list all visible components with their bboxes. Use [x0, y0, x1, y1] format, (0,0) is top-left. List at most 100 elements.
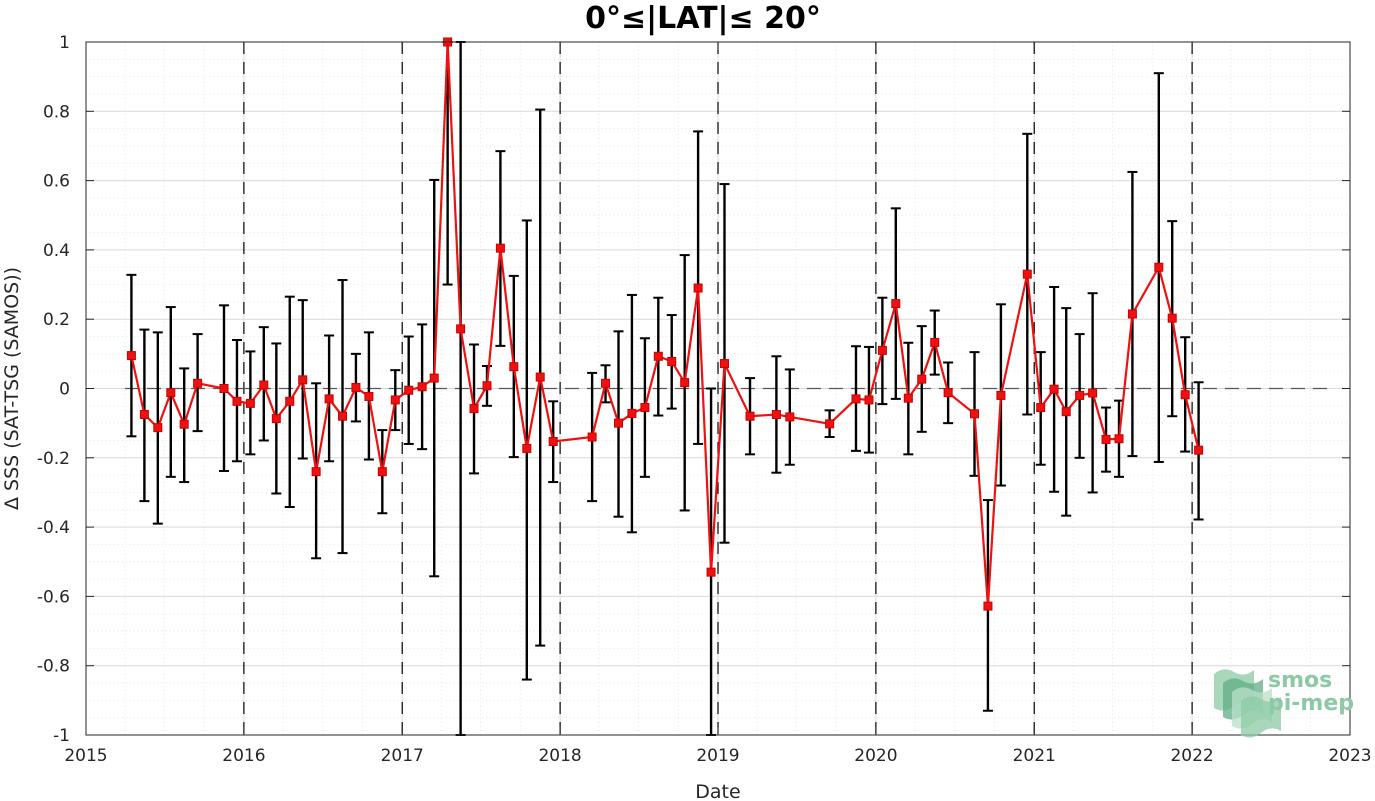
- data-point-marker: [166, 388, 176, 398]
- data-point-marker: [930, 337, 940, 347]
- data-point-marker: [193, 378, 203, 388]
- data-point-marker: [587, 432, 597, 442]
- data-point-marker: [1167, 313, 1177, 323]
- data-point-marker: [640, 403, 650, 413]
- data-point-marker: [338, 411, 348, 421]
- data-point-marker: [891, 299, 901, 309]
- data-point-marker: [1101, 434, 1111, 444]
- data-point-marker: [1075, 390, 1085, 400]
- y-tick-label: 0: [59, 380, 70, 400]
- x-tick-label: 2016: [222, 746, 265, 766]
- y-tick-label: -0.4: [37, 518, 70, 538]
- data-point-marker: [535, 372, 545, 382]
- data-point-marker: [917, 374, 927, 384]
- y-tick-label: 0.6: [43, 172, 70, 192]
- data-point-marker: [126, 351, 136, 361]
- x-tick-label: 2017: [381, 746, 424, 766]
- x-axis-label: Date: [695, 781, 740, 801]
- data-point-marker: [1061, 407, 1071, 417]
- data-point-marker: [482, 381, 492, 391]
- data-point-marker: [495, 243, 505, 253]
- axis-ticks: [85, 41, 1351, 736]
- data-point-marker: [390, 395, 400, 405]
- data-point-marker: [1036, 403, 1046, 413]
- y-tick-label: -0.8: [37, 657, 70, 677]
- logo-wave-shape: [1241, 696, 1281, 738]
- x-tick-label: 2022: [1170, 746, 1213, 766]
- data-point-marker: [429, 373, 439, 383]
- data-point-marker: [1049, 384, 1059, 394]
- data-point-marker: [298, 375, 308, 385]
- data-point-marker: [996, 390, 1006, 400]
- data-point-marker: [983, 601, 993, 611]
- data-point-marker: [377, 467, 387, 477]
- data-point-marker: [351, 382, 361, 392]
- data-point-marker: [153, 423, 163, 433]
- data-point-marker: [404, 385, 414, 395]
- y-tick-label: -0.6: [37, 587, 70, 607]
- series-markers: [126, 37, 1204, 611]
- y-tick-label: -0.2: [37, 449, 70, 469]
- x-tick-label: 2021: [1013, 746, 1056, 766]
- data-point-marker: [864, 395, 874, 405]
- y-tick-label: 1: [59, 33, 70, 53]
- data-point-marker: [943, 388, 953, 398]
- data-point-marker: [785, 412, 795, 422]
- y-axis-label: Δ SSS (SAT-TSG (SAMOS)): [1, 267, 23, 510]
- data-point-marker: [1180, 390, 1190, 400]
- x-tick-label: 2023: [1328, 746, 1371, 766]
- data-point-marker: [1022, 269, 1032, 279]
- y-tick-label: 0.2: [43, 310, 70, 330]
- data-point-marker: [232, 396, 242, 406]
- x-tick-label: 2015: [64, 746, 107, 766]
- data-point-marker: [456, 324, 466, 334]
- data-point-marker: [219, 384, 229, 393]
- data-point-marker: [1194, 445, 1204, 455]
- data-point-marker: [745, 411, 755, 421]
- data-point-marker: [693, 283, 703, 293]
- data-point-marker: [1114, 434, 1124, 444]
- data-point-marker: [903, 393, 913, 403]
- data-point-marker: [627, 408, 637, 418]
- data-point-marker: [139, 409, 149, 419]
- x-tick-labels: 2015 2016 2017 2018 2019 2020 2021 2022 2023: [64, 746, 1371, 766]
- y-tick-labels: 1 0.8 0.6 0.4 0.2 0 -0.2 -0.4 -0.6 -0.8 -1: [37, 33, 70, 746]
- data-point-marker: [364, 391, 374, 401]
- data-point-marker: [771, 409, 781, 419]
- x-tick-label: 2020: [854, 746, 897, 766]
- data-point-marker: [324, 394, 334, 404]
- data-point-marker: [509, 362, 519, 372]
- data-point-marker: [259, 380, 269, 390]
- series-line: [130, 41, 1200, 607]
- data-point-marker: [417, 382, 427, 392]
- data-point-marker: [601, 378, 611, 388]
- data-point-marker: [653, 351, 663, 361]
- data-point-marker: [548, 437, 558, 447]
- y-tick-label: 0.8: [43, 102, 70, 122]
- data-point-marker: [614, 418, 624, 428]
- chart-title: 0°≤|LAT|≤ 20°: [585, 1, 821, 36]
- wave-logo-icon: [1214, 669, 1281, 738]
- data-point-marker: [469, 404, 479, 414]
- data-point-marker: [1127, 309, 1137, 319]
- data-point-marker: [680, 378, 690, 388]
- smos-pi-mep-logo: smos pi-mep: [1214, 668, 1354, 738]
- data-point-marker: [719, 359, 729, 369]
- data-point-marker: [179, 419, 189, 429]
- data-point-marker: [1154, 262, 1164, 272]
- data-point-marker: [825, 419, 835, 429]
- data-point-marker: [851, 394, 861, 404]
- data-point-marker: [877, 345, 887, 355]
- data-point-marker: [311, 467, 321, 477]
- data-point-marker: [285, 396, 295, 406]
- data-point-marker: [522, 443, 532, 453]
- logo-text-smos: smos: [1268, 668, 1332, 693]
- data-point-marker: [970, 409, 980, 419]
- logo-text-pimep: pi-mep: [1268, 691, 1354, 716]
- x-tick-label: 2018: [538, 746, 581, 766]
- x-tick-label: 2019: [696, 746, 739, 766]
- y-tick-label: -1: [53, 726, 70, 746]
- data-point-marker: [667, 356, 677, 366]
- data-point-marker: [245, 398, 255, 408]
